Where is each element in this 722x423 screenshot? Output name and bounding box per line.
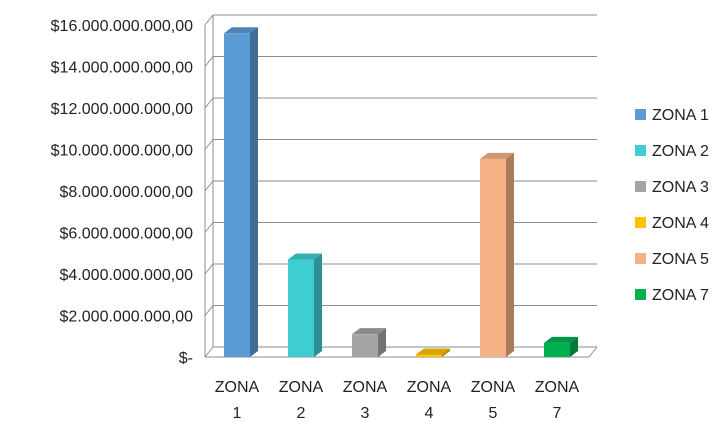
y-tick-label: $2.000.000.000,00: [60, 309, 194, 326]
bar-zona-4: [416, 348, 450, 357]
legend-label: ZONA 1: [652, 107, 709, 124]
bar-zona-1: [224, 27, 258, 358]
bar-side: [314, 253, 322, 357]
y-tick-label: $4.000.000.000,00: [60, 267, 194, 284]
legend: ZONA 1 ZONA 2 ZONA 3 ZONA 4 ZONA 5 ZONA 7: [635, 107, 709, 304]
axes: [204, 15, 598, 358]
gridline-depth: [204, 180, 214, 192]
bar-front: [480, 158, 506, 357]
legend-label: ZONA 7: [652, 287, 709, 304]
bar-front: [224, 33, 250, 358]
bar-top: [544, 336, 578, 343]
x-tick-label: ZONA 1: [215, 379, 260, 422]
y-tick-label: $12.000.000.000,00: [51, 101, 193, 118]
bar-side: [378, 328, 386, 357]
x-tick-label: ZONA 4: [407, 379, 452, 422]
y-tick-label: $16.000.000.000,00: [51, 18, 193, 35]
y-axis-tick-labels: $- $2.000.000.000,00 $4.000.000.000,00 $6.0…: [51, 18, 193, 367]
bar-side: [442, 348, 450, 357]
gridline-depth: [204, 56, 214, 67]
gridline-depth: [204, 14, 214, 26]
bar-zona-3: [352, 328, 386, 357]
bars: [224, 27, 578, 358]
legend-swatch: [635, 109, 646, 120]
bar-top: [224, 27, 258, 34]
bar-top: [480, 152, 514, 159]
legend-label: ZONA 2: [652, 143, 709, 160]
bar-side: [506, 152, 514, 357]
legend-item: ZONA 2: [635, 143, 709, 160]
legend-item: ZONA 3: [635, 179, 709, 196]
gridlines: [204, 14, 597, 358]
legend-swatch: [635, 217, 646, 228]
x-axis-tick-labels: ZONA 1 ZONA 2 ZONA 3 ZONA 4 ZONA 5 ZONA 7: [215, 379, 580, 422]
legend-label: ZONA 5: [652, 251, 709, 268]
legend-item: ZONA 1: [635, 107, 709, 124]
floor-right-edge: [588, 346, 598, 358]
y-tick-label: $14.000.000.000,00: [51, 60, 193, 77]
x-tick-label: ZONA 3: [343, 379, 388, 422]
x-tick-label: ZONA 2: [279, 379, 324, 422]
y-tick-label: $6.000.000.000,00: [60, 226, 194, 243]
bar-zona-2: [288, 253, 322, 357]
bar-zona-7: [544, 336, 578, 357]
legend-item: ZONA 4: [635, 215, 709, 232]
legend-item: ZONA 5: [635, 251, 709, 268]
gridline-depth: [204, 346, 214, 358]
bar-top: [416, 348, 450, 355]
y-tick-label: $-: [179, 350, 193, 367]
legend-swatch: [635, 145, 646, 156]
gridline-depth: [204, 305, 214, 316]
legend-label: ZONA 3: [652, 179, 709, 196]
bar-zona-5: [480, 152, 514, 357]
bar-front: [288, 259, 314, 357]
bar-top: [352, 328, 386, 335]
x-tick-label: ZONA 5: [471, 379, 516, 422]
legend-swatch: [635, 181, 646, 192]
bar-top: [288, 253, 322, 260]
y-tick-label: $8.000.000.000,00: [60, 184, 194, 201]
bar-side: [250, 27, 258, 358]
legend-swatch: [635, 289, 646, 300]
gridline-depth: [204, 263, 214, 275]
bar-front: [544, 342, 570, 357]
gridline-depth: [204, 139, 214, 150]
legend-item: ZONA 7: [635, 287, 709, 304]
bar-side: [570, 336, 578, 357]
legend-label: ZONA 4: [652, 215, 709, 232]
gridline-depth: [204, 222, 214, 233]
bar-front: [352, 334, 378, 357]
x-tick-label: ZONA 7: [535, 379, 580, 422]
y-tick-label: $10.000.000.000,00: [51, 143, 193, 160]
gridline-depth: [204, 97, 214, 109]
legend-swatch: [635, 253, 646, 264]
bar-front: [416, 354, 442, 357]
